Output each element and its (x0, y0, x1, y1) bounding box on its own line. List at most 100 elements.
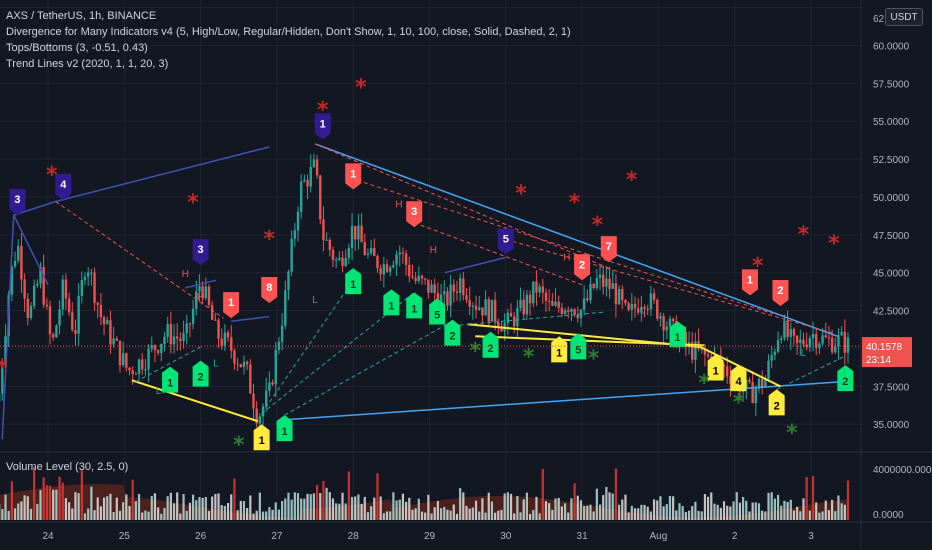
bottom-marker[interactable]: 1 (253, 424, 270, 451)
bottom-marker[interactable]: 1 (406, 292, 423, 319)
candle-body (636, 308, 640, 313)
volume-bar (497, 510, 500, 520)
candle-body (776, 340, 780, 352)
top-marker[interactable]: 3 (192, 239, 209, 266)
volume-bar (230, 494, 233, 520)
hl-label: L (640, 306, 646, 317)
trend-line-lightblue[interactable] (284, 381, 842, 421)
candle-body (274, 349, 277, 385)
volume-bar (837, 495, 840, 520)
top-marker[interactable]: 3 (9, 189, 26, 216)
candle-body (166, 324, 169, 337)
candle-body (570, 309, 573, 312)
volume-bar (748, 511, 751, 520)
trend-line-red[interactable] (356, 179, 774, 315)
volume-bar (166, 496, 169, 520)
candle-body (519, 299, 522, 308)
candle-body (602, 274, 605, 287)
trend-line-blue[interactable] (1, 146, 270, 440)
volume-bar (567, 512, 570, 520)
trend-line-red[interactable] (505, 238, 835, 334)
candle-body (414, 277, 417, 282)
top-marker[interactable]: 1 (345, 163, 362, 190)
volume-bar (738, 502, 742, 520)
time-axis[interactable]: 24 25 26 27 28 29 30 31 Aug 2 3 (42, 531, 814, 542)
trend-line-yellow[interactable] (131, 379, 259, 423)
bottom-marker[interactable]: 2 (444, 319, 461, 346)
top-marker[interactable]: 5 (497, 228, 514, 255)
bottom-marker[interactable]: 1 (669, 321, 686, 348)
currency-button[interactable]: USDT (885, 8, 923, 26)
top-marker[interactable]: 4 (55, 173, 72, 200)
bottom-marker[interactable]: 2 (192, 360, 209, 387)
candle-body (141, 359, 144, 370)
trend-line-green[interactable] (261, 280, 354, 414)
divergence-indicator-label[interactable]: Divergence for Many Indicators v4 (5, Hi… (6, 26, 571, 38)
top-marker-label: 4 (60, 179, 67, 191)
volume-indicator-label[interactable]: Volume Level (30, 2.5, 0) (6, 461, 129, 473)
price-tick-label: 45.0000 (873, 269, 910, 280)
top-marker[interactable]: 2 (772, 280, 789, 307)
bottom-marker[interactable]: 4 (730, 365, 747, 392)
volume-bar (735, 492, 738, 520)
top-marker[interactable]: 8 (261, 277, 278, 304)
volume-bar (417, 498, 420, 520)
trend-line-blue[interactable] (231, 315, 270, 322)
trend-line-green[interactable] (135, 346, 201, 383)
bottom-marker[interactable]: 1 (383, 289, 400, 316)
volume-bar (719, 507, 722, 520)
top-marker[interactable]: 7 (600, 236, 617, 263)
red-star-icon: * (264, 227, 276, 252)
symbol-title[interactable]: AXS / TetherUS, 1h, BINANCE (6, 10, 157, 22)
volume-bar (840, 503, 843, 520)
top-marker[interactable]: 1 (314, 113, 331, 140)
trend-line-red[interactable] (55, 201, 224, 319)
top-marker[interactable]: 1 (741, 269, 758, 296)
volume-bar (697, 510, 700, 520)
bottom-marker[interactable]: 1 (162, 366, 179, 393)
trend-line-blue[interactable] (13, 214, 49, 286)
candle-body (106, 320, 109, 325)
candle-body (236, 363, 239, 365)
candle-body (185, 323, 188, 334)
bottom-marker[interactable]: 5 (429, 298, 446, 325)
countdown-value: 23:14 (866, 355, 891, 366)
bottom-marker[interactable]: 1 (551, 336, 568, 363)
candle-body (528, 294, 532, 304)
price-tick-label: 42.5000 (873, 307, 910, 318)
volume-bar (90, 486, 93, 520)
trend-line-blue[interactable] (444, 256, 506, 274)
top-marker[interactable]: 1 (223, 292, 240, 319)
bottom-marker[interactable]: 2 (768, 389, 785, 416)
trend-line-red[interactable] (414, 222, 583, 286)
bottom-marker-label: 2 (487, 343, 493, 355)
volume-bar (236, 510, 239, 520)
trend-line-yellow[interactable] (467, 323, 781, 388)
trend-line-lightblue[interactable] (314, 143, 838, 338)
top-marker[interactable]: 2 (574, 254, 591, 281)
trend-line-yellow[interactable] (475, 335, 705, 347)
bottom-marker[interactable]: 2 (482, 331, 499, 358)
volume-bar (751, 502, 754, 520)
candle-body (360, 225, 363, 243)
volume-bar (160, 513, 163, 520)
bottom-marker[interactable]: 1 (276, 415, 293, 442)
bottom-marker[interactable]: 5 (570, 333, 587, 360)
tops-bottoms-indicator-label[interactable]: Tops/Bottoms (3, -0.51, 0.43) (6, 42, 148, 54)
trend-line-green[interactable] (452, 311, 606, 327)
volume-bar (392, 492, 395, 520)
volume-bar (408, 497, 411, 520)
bottom-marker[interactable]: 1 (345, 268, 362, 295)
trend-lines-indicator-label[interactable]: Trend Lines v2 (2020, 1, 1, 20, 3) (6, 58, 169, 70)
volume-bar (315, 485, 319, 520)
volume-bar (703, 494, 707, 520)
trend-line-blue[interactable] (185, 279, 217, 289)
bottom-marker[interactable]: 2 (837, 365, 854, 392)
candle-body (497, 321, 500, 328)
candle-body (764, 378, 767, 387)
bottom-marker[interactable]: 1 (707, 354, 724, 381)
top-marker[interactable]: 3 (406, 201, 423, 228)
trend-line-green[interactable] (776, 355, 846, 390)
